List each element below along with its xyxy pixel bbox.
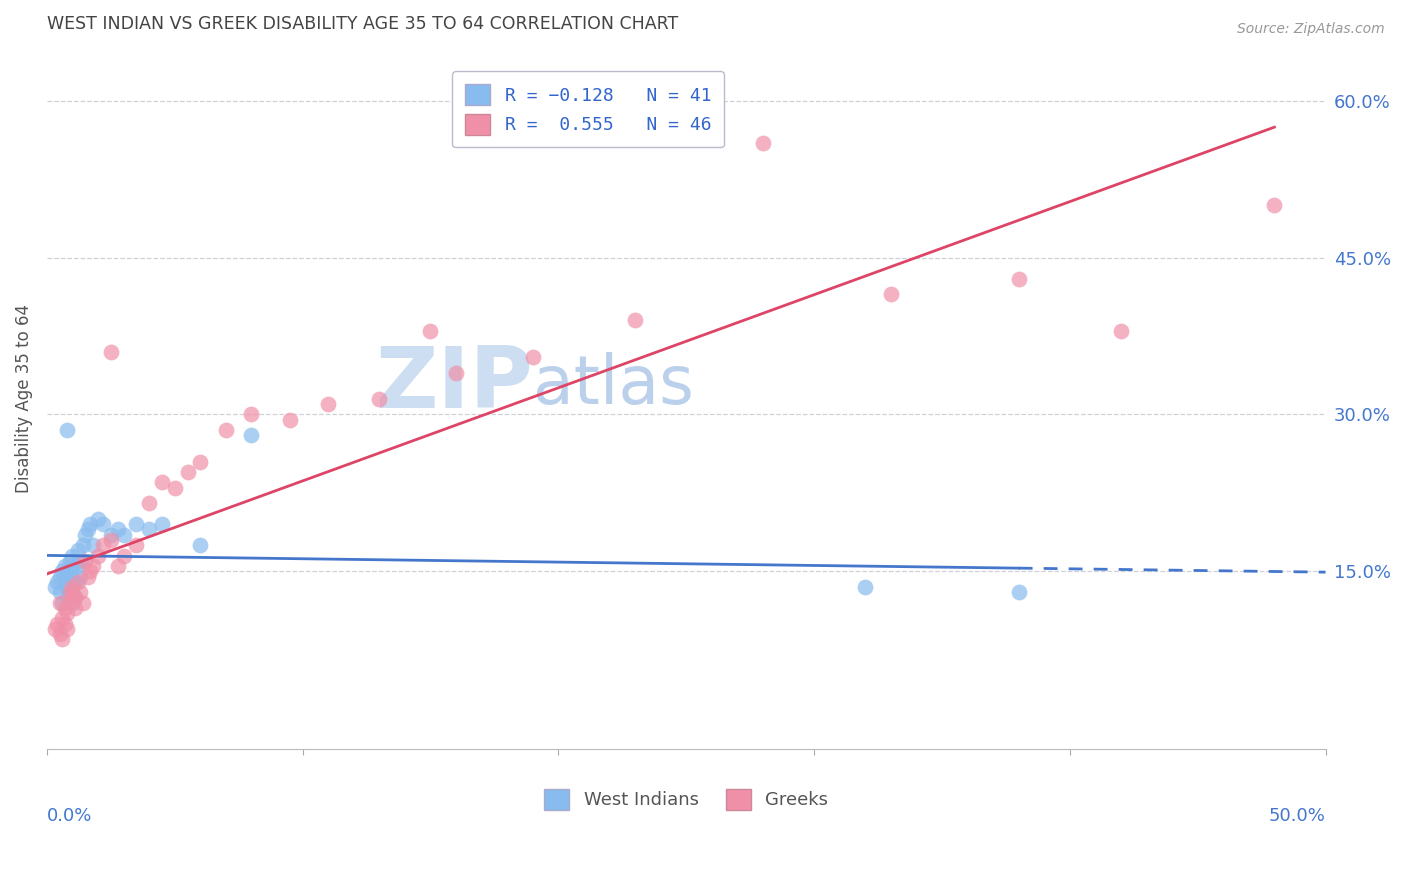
Point [79, 517, 101, 532]
Point [51, 611, 73, 625]
Point [79, 564, 101, 578]
Point [46, 616, 69, 631]
Point [316, 397, 339, 411]
Point [66, 543, 89, 558]
Point [91, 538, 114, 552]
Point [82, 538, 104, 552]
Point [100, 533, 122, 547]
Point [100, 344, 122, 359]
Point [188, 538, 211, 552]
Point [72, 538, 94, 552]
Text: 50.0%: 50.0% [1268, 806, 1326, 824]
Point [59, 585, 82, 599]
Point [76, 569, 98, 583]
Point [51, 564, 73, 578]
Point [62, 596, 84, 610]
Point [53, 601, 76, 615]
Point [112, 527, 135, 541]
Point [752, 136, 775, 150]
Point [56, 606, 79, 620]
Point [419, 324, 441, 338]
Point [107, 523, 129, 537]
Point [63, 591, 86, 605]
Point [1109, 324, 1132, 338]
Point [48, 627, 70, 641]
Point [56, 580, 79, 594]
Text: Source: ZipAtlas.com: Source: ZipAtlas.com [1237, 22, 1385, 37]
Point [150, 517, 173, 532]
Point [240, 428, 263, 442]
Point [880, 287, 903, 301]
Point [62, 580, 84, 594]
Point [59, 596, 82, 610]
Point [51, 596, 73, 610]
Point [1008, 271, 1031, 285]
Point [59, 554, 82, 568]
Point [63, 591, 86, 605]
Point [87, 549, 110, 563]
Point [853, 580, 876, 594]
Point [278, 413, 301, 427]
Point [66, 574, 89, 589]
Point [75, 527, 97, 541]
Point [56, 423, 79, 437]
Point [63, 601, 86, 615]
Point [1008, 585, 1031, 599]
Point [66, 559, 89, 574]
Point [53, 616, 76, 631]
Point [62, 569, 84, 583]
Point [125, 538, 148, 552]
Point [56, 622, 79, 636]
Y-axis label: Disability Age 35 to 64: Disability Age 35 to 64 [15, 304, 32, 493]
Point [48, 569, 70, 583]
Point [240, 408, 263, 422]
Point [76, 523, 98, 537]
Point [72, 596, 94, 610]
Point [100, 527, 122, 541]
Point [48, 596, 70, 610]
Point [176, 465, 198, 479]
Point [75, 554, 97, 568]
Point [62, 559, 84, 574]
Point [46, 574, 69, 589]
Point [44, 580, 66, 594]
Point [53, 559, 76, 574]
Point [62, 591, 84, 605]
Point [138, 496, 160, 510]
Legend: West Indians, Greeks: West Indians, Greeks [537, 782, 835, 817]
Point [53, 569, 76, 583]
Text: WEST INDIAN VS GREEK DISABILITY AGE 35 TO 64 CORRELATION CHART: WEST INDIAN VS GREEK DISABILITY AGE 35 T… [46, 15, 678, 33]
Point [107, 559, 129, 574]
Point [163, 481, 186, 495]
Point [59, 564, 82, 578]
Text: atlas: atlas [533, 351, 693, 417]
Point [44, 622, 66, 636]
Point [112, 549, 135, 563]
Point [368, 392, 391, 406]
Point [63, 574, 86, 589]
Point [48, 585, 70, 599]
Point [69, 569, 91, 583]
Point [69, 585, 91, 599]
Point [59, 585, 82, 599]
Point [522, 350, 544, 364]
Point [444, 366, 467, 380]
Point [91, 517, 114, 532]
Point [62, 580, 84, 594]
Point [87, 512, 110, 526]
Point [69, 554, 91, 568]
Text: 0.0%: 0.0% [46, 806, 93, 824]
Point [51, 632, 73, 647]
Point [188, 454, 211, 468]
Point [62, 549, 84, 563]
Point [215, 423, 238, 437]
Point [138, 523, 160, 537]
Text: ZIP: ZIP [375, 343, 533, 426]
Point [56, 591, 79, 605]
Point [125, 517, 148, 532]
Point [82, 559, 104, 574]
Point [624, 313, 647, 327]
Point [1263, 198, 1285, 212]
Point [150, 475, 173, 490]
